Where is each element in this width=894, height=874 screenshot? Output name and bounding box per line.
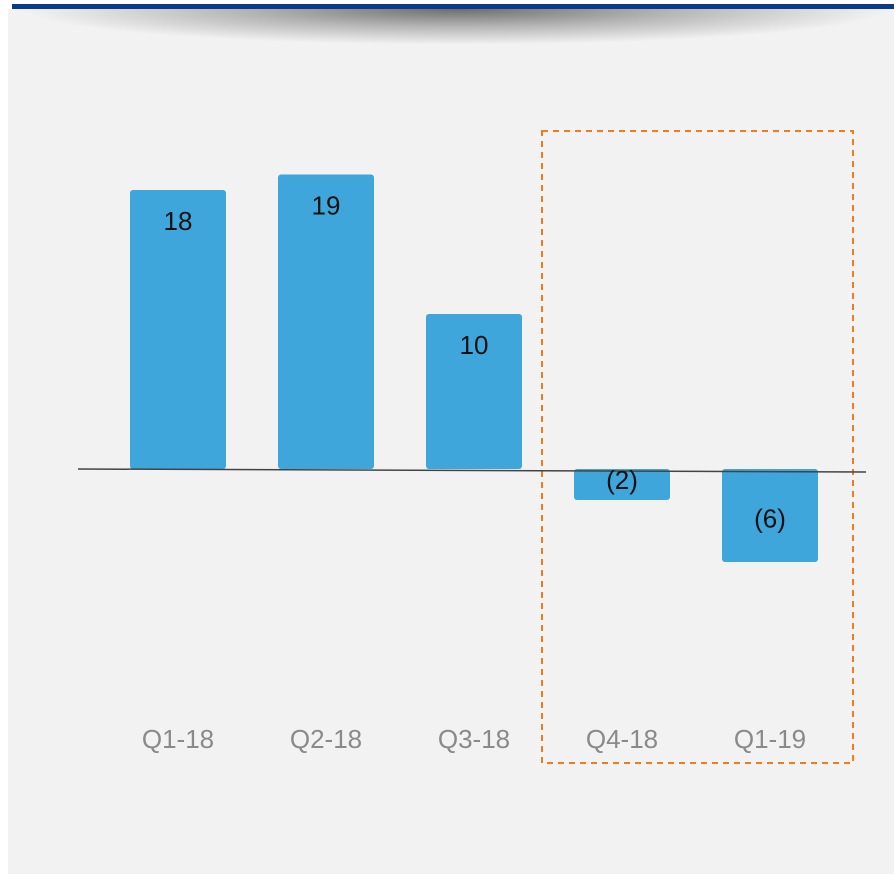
data-label-q4-18: (2) xyxy=(606,465,638,495)
x-tick-label: Q1-18 xyxy=(142,724,214,754)
x-tick-label: Q4-18 xyxy=(586,724,658,754)
header-rule xyxy=(12,4,894,9)
x-tick-label: Q1-19 xyxy=(734,724,806,754)
bar-q4-18 xyxy=(574,469,670,500)
highlight-box xyxy=(541,130,854,764)
bar-q1-19 xyxy=(722,469,818,562)
data-label-q2-18: 19 xyxy=(312,191,341,221)
bar-q2-18 xyxy=(278,174,374,469)
bar-q3-18 xyxy=(426,314,522,469)
data-label-q1-19: (6) xyxy=(754,504,786,534)
x-tick-label: Q3-18 xyxy=(438,724,510,754)
bar-q1-18 xyxy=(130,190,226,469)
data-label-q1-18: 18 xyxy=(164,206,193,236)
x-tick-label: Q2-18 xyxy=(290,724,362,754)
data-label-q3-18: 10 xyxy=(460,330,489,360)
zero-baseline xyxy=(77,468,867,473)
